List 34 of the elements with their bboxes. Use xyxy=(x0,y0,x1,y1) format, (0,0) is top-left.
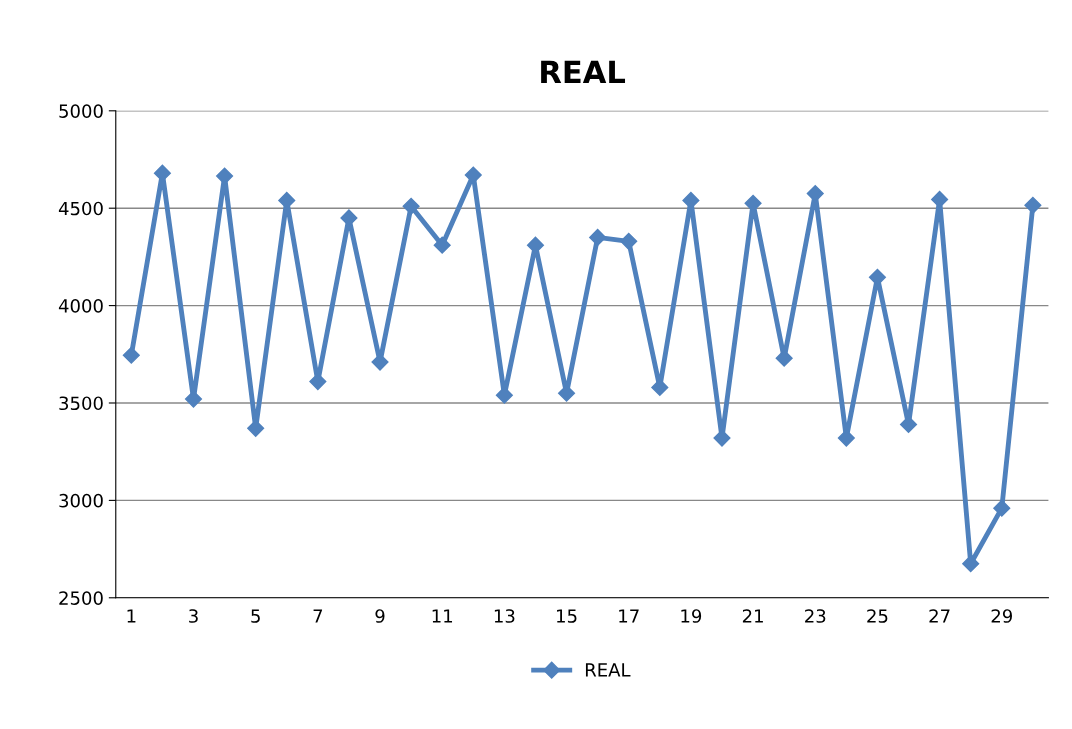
y-tick-label: 4500 xyxy=(58,201,103,216)
x-tick-label: 5 xyxy=(251,609,260,623)
point xyxy=(931,190,949,208)
point xyxy=(682,191,700,209)
x-tick-label: 27 xyxy=(929,609,950,623)
point xyxy=(620,232,638,250)
x-tick-label: 7 xyxy=(313,609,323,623)
x-tick-label: 21 xyxy=(742,609,763,623)
point xyxy=(962,555,980,573)
point xyxy=(1024,196,1042,214)
point xyxy=(122,346,140,364)
point xyxy=(278,191,296,209)
x-tick-label: 15 xyxy=(557,609,577,623)
x-tick-label: 29 xyxy=(991,609,1012,623)
y-tick-label: 4000 xyxy=(58,299,103,313)
x-tick-label: 3 xyxy=(189,609,198,623)
x-tick-label: 17 xyxy=(619,609,639,623)
chart-title: REAL xyxy=(541,60,626,84)
point xyxy=(993,499,1011,517)
y-tick-label: 3500 xyxy=(59,396,103,411)
y-tick-label: 2500 xyxy=(59,591,103,605)
point xyxy=(589,228,607,246)
x-tick-label: 23 xyxy=(805,609,826,623)
point xyxy=(433,236,451,254)
x-tick-label: 25 xyxy=(867,609,888,623)
point xyxy=(402,197,420,215)
legend-label: REAL xyxy=(585,663,631,677)
y-tick-label: 5000 xyxy=(59,104,103,118)
x-tick-label: 19 xyxy=(681,609,702,623)
x-tick-label: 1 xyxy=(127,609,136,623)
x-tick-label: 13 xyxy=(494,609,515,623)
x-tick-label: 11 xyxy=(432,609,453,623)
y-tick-label: 3000 xyxy=(59,493,103,508)
x-tick-label: 9 xyxy=(375,609,385,623)
